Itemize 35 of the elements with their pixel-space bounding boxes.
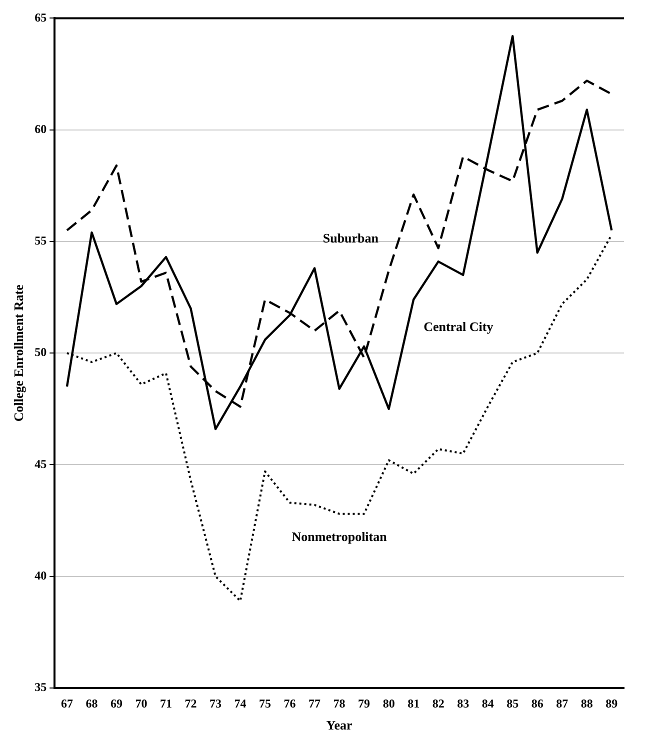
x-tick-label: 83	[457, 696, 470, 710]
x-tick-label: 89	[606, 696, 618, 710]
y-tick-label: 65	[34, 10, 47, 24]
x-tick-label: 86	[531, 696, 544, 710]
x-tick-label: 69	[110, 696, 122, 710]
x-tick-label: 78	[333, 696, 346, 710]
y-tick-label: 45	[34, 456, 47, 471]
x-tick-label: 73	[210, 696, 222, 710]
y-tick-label: 55	[34, 234, 47, 248]
series-label: Suburban	[322, 230, 380, 246]
x-tick-label: 80	[382, 696, 395, 710]
x-tick-label: 81	[408, 696, 420, 710]
x-tick-label: 87	[556, 696, 568, 710]
x-tick-label: 88	[580, 696, 593, 710]
x-tick-label: 74	[234, 696, 246, 710]
x-axis-title: Year	[326, 718, 353, 733]
x-tick-label: 79	[358, 696, 370, 710]
x-tick-label: 76	[284, 696, 296, 710]
series-label: Central City	[424, 318, 494, 334]
y-axis-title: College Enrollment Rate	[11, 284, 26, 422]
x-tick-label: 85	[506, 696, 519, 710]
x-tick-label: 72	[184, 696, 197, 710]
y-tick-label: 40	[34, 568, 47, 582]
y-tick-label: 50	[34, 345, 47, 360]
x-tick-label: 67	[60, 696, 73, 710]
series-label: Nonmetropolitan	[292, 529, 388, 544]
y-tick-label: 60	[34, 122, 47, 136]
x-tick-label: 84	[482, 696, 494, 710]
x-tick-label: 70	[135, 696, 148, 710]
x-tick-label: 71	[160, 696, 172, 710]
x-tick-label: 77	[308, 696, 321, 710]
y-tick-label: 35	[34, 680, 47, 694]
x-tick-label: 82	[432, 696, 444, 710]
x-tick-label: 75	[259, 696, 272, 710]
x-tick-label: 68	[86, 696, 98, 710]
